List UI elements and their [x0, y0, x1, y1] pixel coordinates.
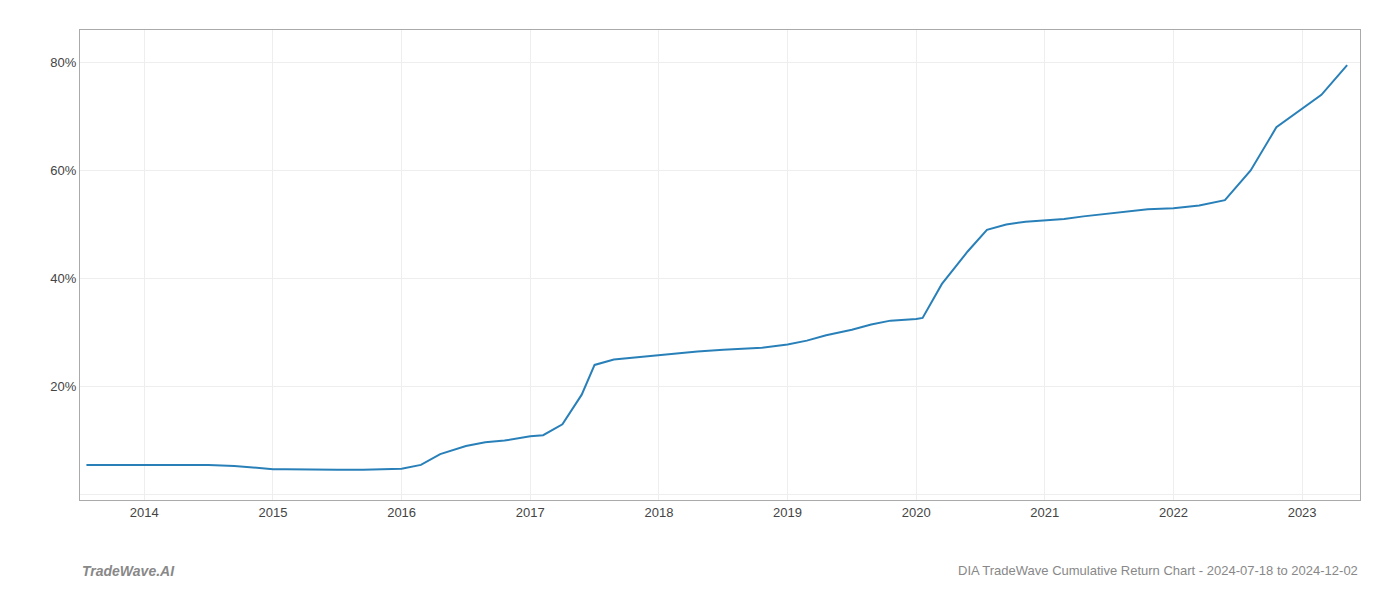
svg-text:20%: 20%: [50, 379, 76, 394]
svg-text:2017: 2017: [516, 505, 545, 520]
svg-text:2016: 2016: [387, 505, 416, 520]
svg-text:80%: 80%: [50, 55, 76, 70]
svg-text:2020: 2020: [902, 505, 931, 520]
svg-text:DIA TradeWave Cumulative Retur: DIA TradeWave Cumulative Return Chart - …: [958, 563, 1358, 578]
svg-text:2019: 2019: [773, 505, 802, 520]
svg-text:60%: 60%: [50, 163, 76, 178]
svg-text:2023: 2023: [1288, 505, 1317, 520]
svg-text:TradeWave.AI: TradeWave.AI: [82, 563, 175, 579]
svg-text:2022: 2022: [1159, 505, 1188, 520]
svg-text:2018: 2018: [644, 505, 673, 520]
svg-text:40%: 40%: [50, 271, 76, 286]
svg-text:2015: 2015: [258, 505, 287, 520]
svg-text:2014: 2014: [130, 505, 159, 520]
svg-text:2021: 2021: [1030, 505, 1059, 520]
